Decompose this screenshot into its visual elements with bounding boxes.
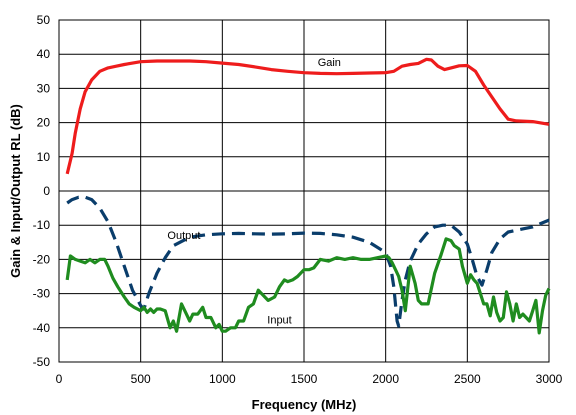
y-tick-label: 50 [37, 13, 51, 27]
input-series-line [65, 237, 551, 335]
output-annotation: Output [167, 230, 200, 242]
series-layer [65, 57, 551, 335]
y-tick-labels: -50 -40 -30 -20 -10 0 10 20 30 40 50 [33, 13, 51, 369]
input-annotation: Input [267, 315, 291, 327]
x-tick-label: 500 [131, 372, 151, 386]
x-tick-label: 2500 [454, 372, 481, 386]
gain-series-line [65, 57, 550, 175]
y-tick-label: 0 [43, 184, 50, 198]
y-tick-label: -10 [33, 218, 51, 232]
y-tick-label: -20 [33, 252, 51, 266]
x-tick-label: 2000 [372, 372, 399, 386]
y-tick-label: 10 [37, 150, 51, 164]
output-series-line [66, 195, 550, 328]
y-tick-label: 30 [37, 81, 51, 95]
y-tick-label: -50 [33, 355, 51, 369]
annotations: Gain Output Input [167, 57, 341, 327]
x-tick-label: 0 [56, 372, 63, 386]
x-tick-label: 1500 [291, 372, 318, 386]
x-tick-label: 3000 [536, 372, 563, 386]
y-tick-label: 20 [37, 116, 51, 130]
x-axis-title: Frequency (MHz) [252, 397, 357, 412]
y-tick-label: -40 [33, 321, 51, 335]
y-tick-label: -30 [33, 287, 51, 301]
x-tick-labels: 0 500 1000 1500 2000 2500 3000 [56, 372, 563, 386]
x-tick-label: 1000 [209, 372, 236, 386]
y-tick-label: 40 [37, 47, 51, 61]
gain-annotation: Gain [318, 57, 341, 69]
y-axis-title: Gain & Input/Output RL (dB) [8, 104, 23, 278]
